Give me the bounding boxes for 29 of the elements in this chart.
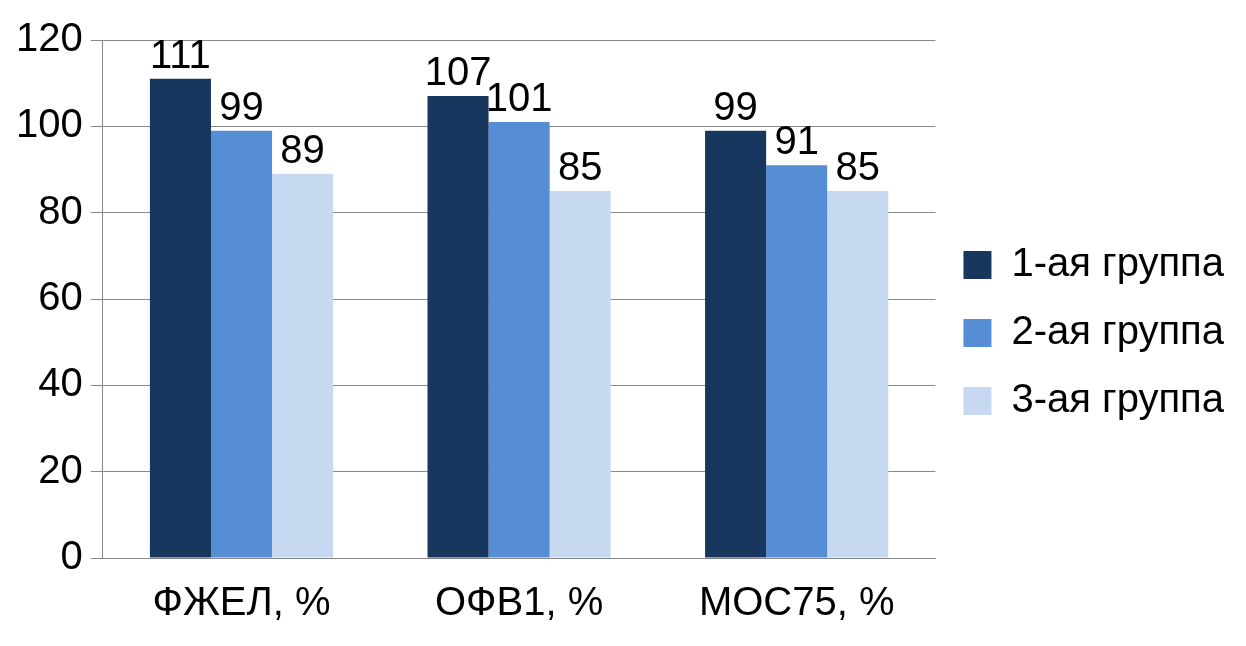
bar bbox=[549, 191, 611, 558]
y-tick-label: 100 bbox=[15, 101, 83, 146]
bar bbox=[272, 173, 334, 558]
y-tick-label: 120 bbox=[15, 15, 83, 60]
bar bbox=[827, 191, 889, 558]
x-tick-label: ФЖЕЛ, % bbox=[152, 579, 331, 624]
data-label: 99 bbox=[219, 83, 264, 128]
bar bbox=[149, 78, 211, 558]
x-tick-label: МОС75, % bbox=[698, 579, 895, 624]
data-label: 89 bbox=[280, 126, 325, 171]
y-tick-label: 0 bbox=[60, 533, 83, 578]
y-tick-label: 40 bbox=[38, 360, 83, 405]
bar bbox=[427, 96, 489, 558]
data-label: 85 bbox=[835, 144, 880, 189]
x-tick-label: ОФВ1, % bbox=[434, 579, 604, 624]
legend-label: 2-ая группа bbox=[1011, 308, 1225, 353]
data-label: 99 bbox=[713, 83, 758, 128]
y-tick-label: 60 bbox=[38, 274, 83, 319]
data-label: 91 bbox=[774, 118, 819, 163]
y-tick-label: 80 bbox=[38, 187, 83, 232]
bar bbox=[766, 165, 828, 558]
data-label: 111 bbox=[150, 31, 211, 76]
bar bbox=[210, 130, 273, 558]
legend-label: 1-ая группа bbox=[1011, 240, 1225, 285]
data-label: 85 bbox=[557, 144, 603, 189]
legend-label: 3-ая группа bbox=[1011, 376, 1225, 421]
bar bbox=[488, 122, 550, 558]
bar bbox=[705, 130, 767, 558]
y-tick-label: 20 bbox=[38, 446, 83, 491]
